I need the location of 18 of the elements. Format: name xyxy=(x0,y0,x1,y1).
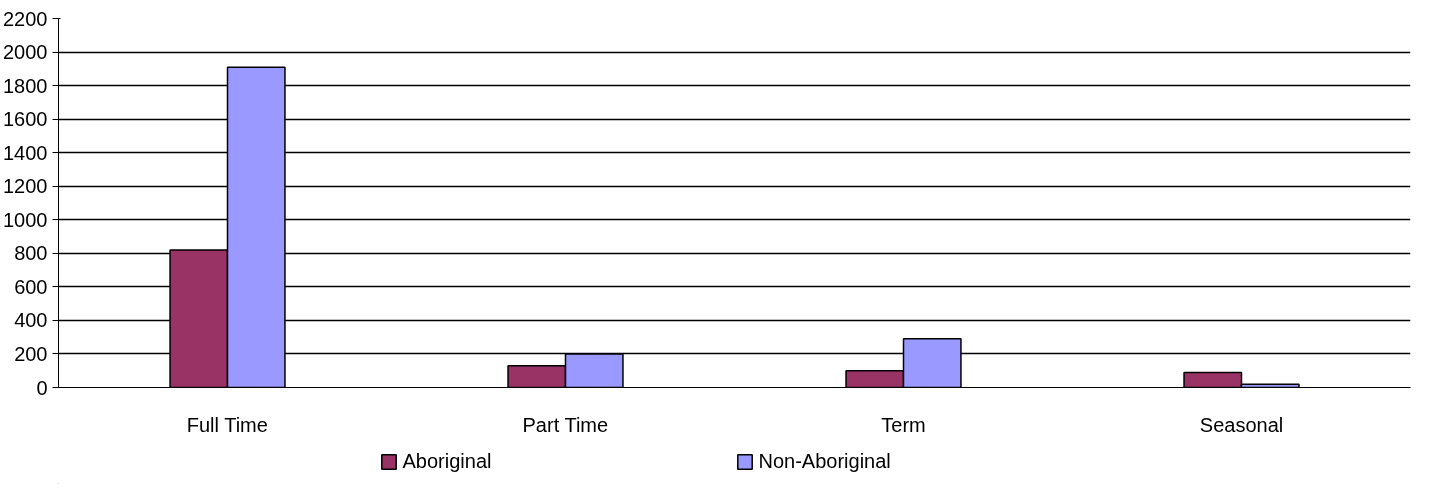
y-tick-label: 1200 xyxy=(3,175,48,198)
y-tick-label: 2200 xyxy=(3,7,48,30)
x-tick-label: Term xyxy=(881,413,926,436)
y-tick-label: 200 xyxy=(14,342,48,365)
y-tick-label: 400 xyxy=(14,309,48,332)
x-tick-label: Full Time xyxy=(186,413,268,436)
legend-label: Non-Aboriginal xyxy=(758,449,892,473)
y-tick-label: 2000 xyxy=(3,41,48,64)
x-tick-label: Seasonal xyxy=(1199,413,1284,436)
x-tick-label: Part Time xyxy=(522,413,609,436)
legend-label: Aboriginal xyxy=(402,449,493,473)
y-tick-label: 1000 xyxy=(3,208,48,231)
y-tick-label: 1600 xyxy=(3,108,48,131)
y-tick-label: 600 xyxy=(14,275,48,298)
y-tick-label: 1800 xyxy=(3,74,48,97)
y-tick-label: 800 xyxy=(14,242,48,265)
y-tick-label: 0 xyxy=(36,376,48,399)
y-tick-label: 1400 xyxy=(3,141,48,164)
